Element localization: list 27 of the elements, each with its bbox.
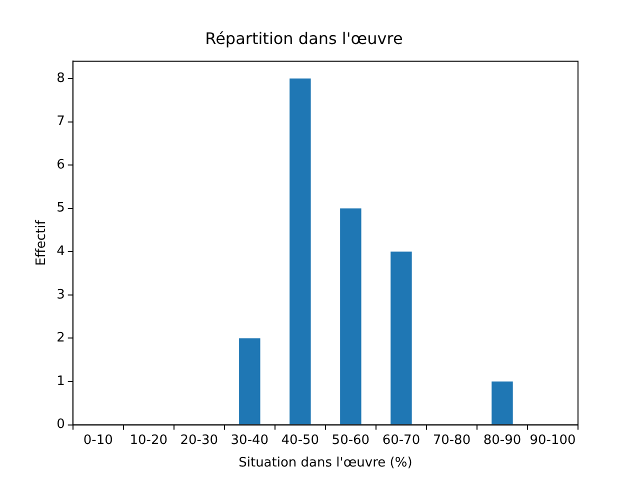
y-axis-title: Effectif bbox=[34, 220, 50, 266]
x-tick-label: 60-70 bbox=[382, 432, 420, 448]
y-tick-label: 0 bbox=[56, 417, 65, 432]
x-tick-label: 10-20 bbox=[130, 432, 168, 448]
y-tick-label: 1 bbox=[56, 374, 65, 389]
bar bbox=[390, 252, 412, 424]
bar bbox=[290, 78, 311, 424]
y-tick-label: 2 bbox=[56, 330, 65, 346]
y-tick-label: 6 bbox=[56, 157, 65, 172]
x-axis-title: Situation dans l'œuvre (%) bbox=[238, 456, 412, 471]
x-tick-label: 30-40 bbox=[230, 432, 269, 448]
y-tick-label: 7 bbox=[56, 114, 65, 130]
x-tick-label: 0-10 bbox=[83, 432, 113, 448]
x-tick-label: 90-100 bbox=[530, 432, 576, 448]
bar bbox=[340, 208, 362, 424]
x-tick-label: 80-90 bbox=[483, 432, 522, 448]
x-tick-label: 40-50 bbox=[281, 432, 320, 448]
y-tick-label: 4 bbox=[56, 244, 65, 260]
y-tick-label: 3 bbox=[56, 287, 65, 302]
bar bbox=[492, 382, 513, 424]
y-tick-label: 5 bbox=[56, 200, 65, 216]
x-tick-label: 50-60 bbox=[332, 432, 370, 448]
y-tick-label: 8 bbox=[56, 70, 65, 86]
x-tick-label: 20-30 bbox=[180, 432, 218, 448]
x-tick-label: 70-80 bbox=[432, 432, 471, 448]
bar bbox=[239, 338, 260, 424]
chart-title: Répartition dans l'œuvre bbox=[205, 28, 403, 48]
